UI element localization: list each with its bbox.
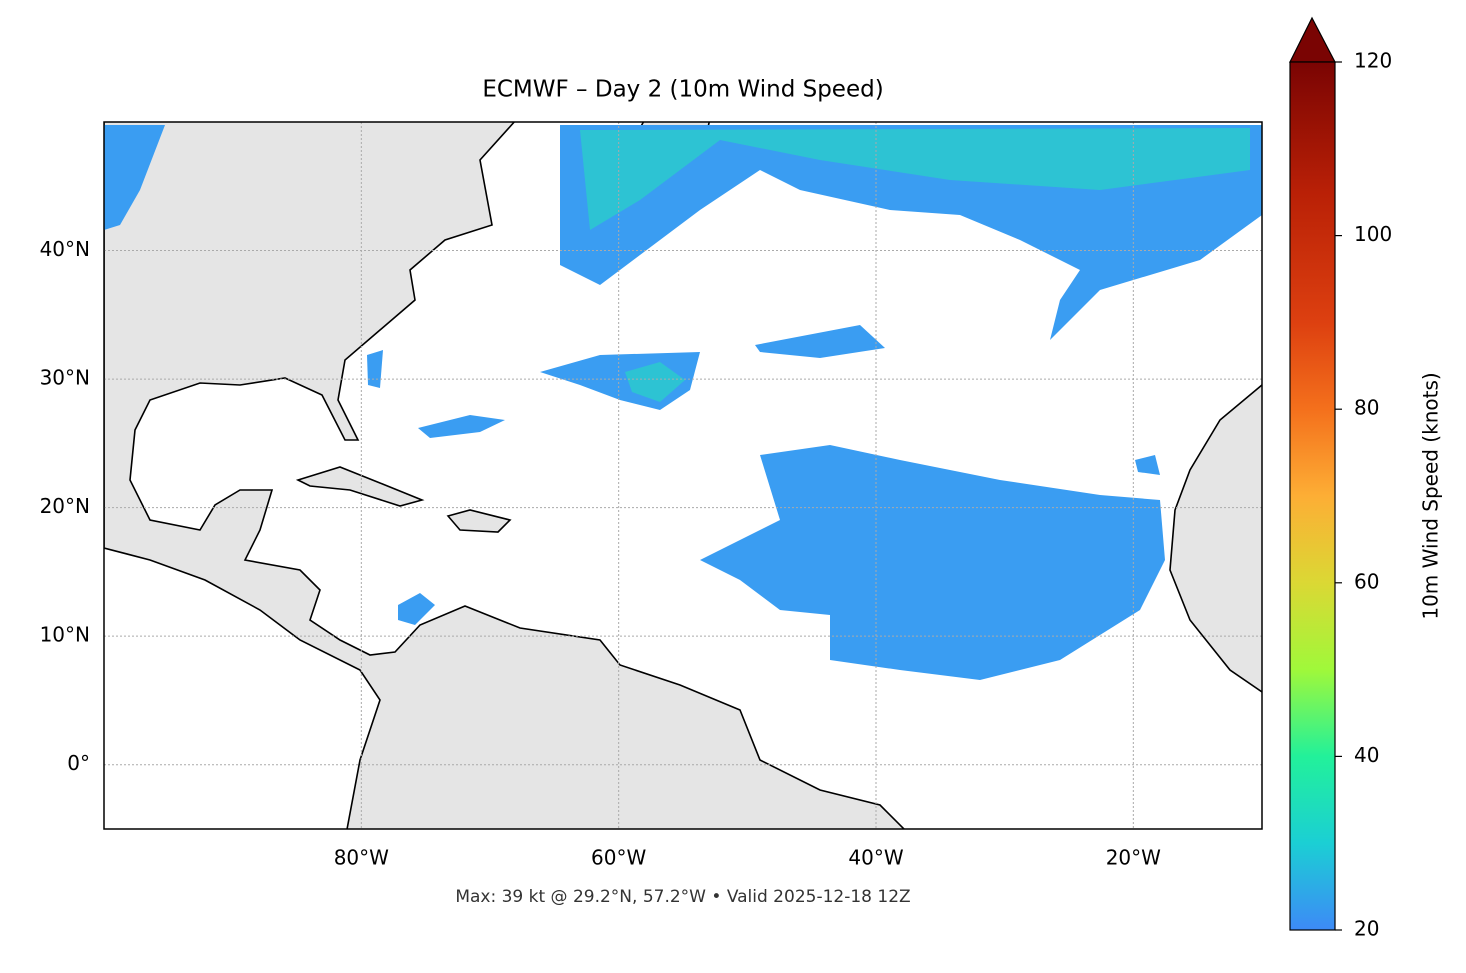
colorbar-tick-label: 100 [1354,222,1392,246]
map-area [104,122,1262,829]
wind-area [418,415,505,438]
y-tick-label: 10°N [40,623,90,647]
y-tick-label: 30°N [40,366,90,390]
y-tick-label: 0° [67,751,90,775]
colorbar-tick-label: 60 [1354,569,1379,593]
cuba [295,466,425,507]
africa [1169,384,1262,693]
colorbar [1289,61,1336,931]
colorbar-tick-label: 20 [1354,917,1379,941]
wind-area [755,325,885,358]
colorbar-label: 10m Wind Speed (knots) [1419,372,1443,619]
map-title: ECMWF – Day 2 (10m Wind Speed) [482,77,883,103]
wind-area [625,362,685,402]
colorbar-tick-label: 40 [1354,743,1379,767]
hispaniola [446,509,512,533]
wind-area [1135,455,1160,475]
wind-area [367,350,383,388]
x-tick-label: 60°W [591,846,646,870]
wind-area [398,593,435,625]
x-tick-label: 80°W [334,846,389,870]
y-tick-label: 40°N [40,237,90,261]
y-tick-label: 20°N [40,494,90,518]
map-frame [103,121,1263,830]
x-tick-label: 40°W [848,846,903,870]
wind-area [700,445,1165,680]
footer: Max: 39 kt @ 29.2°N, 57.2°W • Valid 2025… [455,887,910,907]
wind-area [104,125,165,230]
colorbar-extend [1289,16,1336,63]
grid [104,122,1262,829]
x-tick-label: 20°W [1106,846,1161,870]
wind-area [580,128,1250,230]
colorbar-tick-label: 80 [1354,396,1379,420]
colorbar-tick-label: 120 [1354,49,1392,73]
americas [104,122,906,829]
